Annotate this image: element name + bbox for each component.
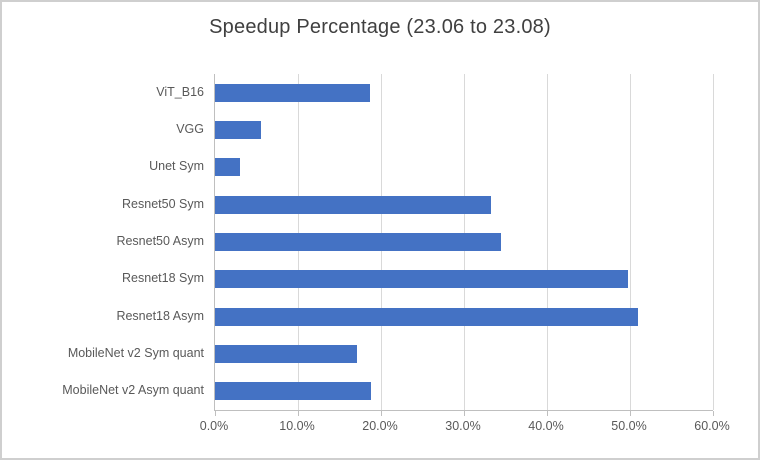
axis-tick (546, 411, 548, 416)
value-label-30.0%: 30.0% (445, 419, 481, 433)
category-label-unet-sym: Unet Sym (149, 159, 204, 174)
category-label-resnet50-sym: Resnet50 Sym (122, 196, 204, 211)
bar-resnet50-sym (215, 195, 492, 214)
category-label-vit-b16: ViT_B16 (156, 84, 204, 99)
value-label-40.0%: 40.0% (528, 419, 564, 433)
value-label-10.0%: 10.0% (279, 419, 315, 433)
category-label-resnet18-asym: Resnet18 Asym (116, 308, 204, 323)
axis-tick (297, 411, 299, 416)
bar-resnet50-asym (215, 233, 501, 251)
bar-vgg (215, 121, 262, 139)
bar-resnet18-asym (215, 307, 639, 326)
plot-area (214, 74, 714, 416)
axis-tick (380, 411, 382, 416)
bar-vit-b16 (215, 83, 371, 102)
bar-unet-sym (215, 158, 240, 177)
gridline-40.0% (546, 74, 548, 410)
bar-mobilenet-v2-asym-quant (215, 382, 372, 401)
axis-tick (712, 411, 714, 416)
bar-mobilenet-v2-sym-quant (215, 345, 357, 363)
category-label-resnet50-asym: Resnet50 Asym (116, 234, 204, 248)
bar-resnet18-sym (215, 270, 628, 289)
category-label-vgg: VGG (176, 122, 204, 136)
category-label-mobilenet-v2-sym-quant: MobileNet v2 Sym quant (67, 346, 204, 360)
value-label-50.0%: 50.0% (611, 419, 647, 433)
value-label-60.0%: 60.0% (694, 419, 730, 433)
axis-tick (214, 411, 216, 416)
value-label-20.0%: 20.0% (362, 419, 398, 433)
axis-tick (463, 411, 465, 416)
gridline-50.0% (629, 74, 631, 410)
gridline-60.0% (712, 74, 714, 410)
category-label-mobilenet-v2-asym-quant: MobileNet v2 Asym quant (62, 383, 204, 398)
axis-tick (629, 411, 631, 416)
value-label-0.0%: 0.0% (199, 419, 229, 433)
chart-title: Speedup Percentage (23.06 to 23.08) (209, 16, 551, 38)
category-label-resnet18-sym: Resnet18 Sym (122, 271, 204, 286)
